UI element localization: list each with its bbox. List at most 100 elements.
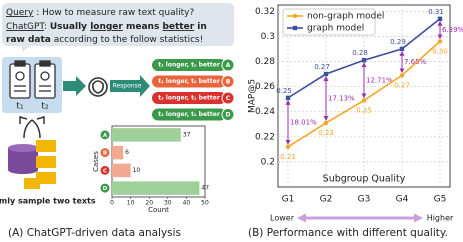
point — [285, 95, 291, 101]
sample-label: Randomly sample two texts — [0, 197, 96, 206]
point — [399, 46, 405, 52]
y-tick-label: 0.2 — [261, 157, 275, 167]
gap-label: 12.71% — [366, 76, 393, 84]
gap-label: 7.65% — [404, 58, 427, 66]
x-tick-label: G2 — [320, 195, 333, 205]
option-letter: C — [226, 95, 231, 102]
option-circle — [221, 91, 235, 105]
y-tick-label: 0.28 — [255, 57, 275, 67]
value-label: 0.27 — [314, 63, 330, 71]
answer-text: according to the follow statistics! — [51, 35, 203, 45]
clipboard-icons — [9, 60, 56, 99]
x-tick-label: 30 — [164, 200, 172, 207]
query-bubble — [2, 3, 234, 52]
point — [399, 73, 405, 78]
gap-label: 17.13% — [328, 95, 355, 103]
category-marker — [100, 183, 110, 193]
bar — [112, 128, 181, 142]
point — [361, 58, 367, 63]
x-tick-label: G4 — [396, 195, 409, 205]
response-label: Response — [113, 83, 142, 90]
x-tick-label: 0 — [110, 200, 114, 207]
x-axis-label: Subgroup Quality — [323, 174, 406, 185]
answer-label: ChatGPT — [6, 22, 45, 32]
y-tick-label: 0.3 — [261, 32, 275, 42]
direction-label: Higher — [427, 214, 454, 223]
point — [361, 98, 367, 103]
chatgpt-logo — [88, 77, 108, 97]
y-axis-label: Cases — [92, 151, 100, 172]
x-tick-label: 10 — [127, 200, 135, 207]
x-tick-label: 50 — [201, 200, 209, 207]
answer-text: : — [44, 22, 50, 32]
x-tick-label: G3 — [358, 195, 371, 205]
answer-line: ChatGPT: Usually longer means better in — [6, 22, 207, 32]
arrow — [63, 76, 86, 96]
caption: (A) ChatGPT-driven data analysis — [8, 227, 181, 239]
y-tick-label: D — [103, 186, 108, 192]
database-icon — [8, 140, 56, 189]
y-tick-label: 0.22 — [255, 132, 275, 142]
bar — [112, 163, 131, 178]
point — [437, 16, 443, 22]
option-text: t₁ longer, t₁ better — [158, 62, 220, 69]
gap-label: 18.01% — [290, 118, 317, 126]
option-pill — [152, 75, 226, 88]
legend-marker — [292, 25, 298, 31]
query-text: : How to measure raw text quality? — [33, 8, 194, 18]
option-circle — [221, 58, 235, 72]
value-label: 6 — [125, 149, 129, 156]
answer-text: Usually — [50, 22, 90, 32]
answer-text: longer — [90, 22, 123, 32]
option-letter: D — [226, 112, 231, 119]
legend-label: non-graph model — [307, 12, 384, 22]
point — [323, 71, 329, 77]
y-tick-label: 0.32 — [255, 7, 275, 17]
x-tick-label: 20 — [145, 200, 153, 207]
option-pill — [152, 59, 226, 71]
query: Query : How to measure raw text quality? — [6, 8, 194, 18]
query-label: Query — [6, 8, 34, 18]
category-marker — [100, 165, 110, 175]
option-text: t₁ longer, t₂ better — [158, 78, 220, 85]
option-pill — [152, 108, 226, 121]
text-label: t₁ — [16, 102, 24, 112]
x-tick-label: 40 — [183, 200, 191, 207]
answer-line: raw data according to the follow statist… — [6, 35, 203, 45]
legend-marker — [292, 13, 298, 19]
y-tick-label: C — [103, 168, 107, 174]
value-label: 0.23 — [318, 129, 334, 137]
value-label: 0.31 — [428, 8, 444, 16]
value-label: 0.29 — [390, 38, 406, 46]
plot-frame — [111, 125, 206, 198]
option-pill — [152, 92, 226, 104]
value-label: 10 — [133, 167, 141, 174]
y-tick-label: A — [103, 133, 108, 139]
gap-label: 6.39% — [442, 26, 463, 34]
x-tick-label: G5 — [434, 195, 447, 205]
option-letter: A — [226, 62, 231, 69]
y-tick-label: B — [103, 151, 107, 157]
response-arrow — [110, 75, 150, 97]
point — [323, 120, 329, 126]
point — [437, 39, 443, 44]
answer-text: better — [162, 22, 194, 32]
value-label: 0.25 — [276, 87, 292, 95]
value-label: 0.27 — [394, 81, 410, 89]
text-label: t₂ — [41, 102, 49, 112]
value-label: 0.21 — [280, 153, 296, 161]
y-axis-label: MAP@5 — [248, 79, 258, 113]
value-label: 0.28 — [352, 49, 368, 57]
option-circle — [221, 75, 235, 88]
option-circle — [221, 108, 235, 121]
caption: (B) Performance with different quality. — [248, 227, 448, 239]
option-text: t₂ longer, t₁ better — [158, 95, 220, 102]
loop-arrows — [19, 116, 45, 139]
value-label: 47 — [201, 185, 209, 192]
option-text: t₂ longer, t₂ better — [158, 111, 220, 118]
x-tick-label: G1 — [282, 195, 295, 205]
x-axis-label: Count — [148, 206, 169, 214]
legend-label: graph model — [307, 24, 364, 34]
